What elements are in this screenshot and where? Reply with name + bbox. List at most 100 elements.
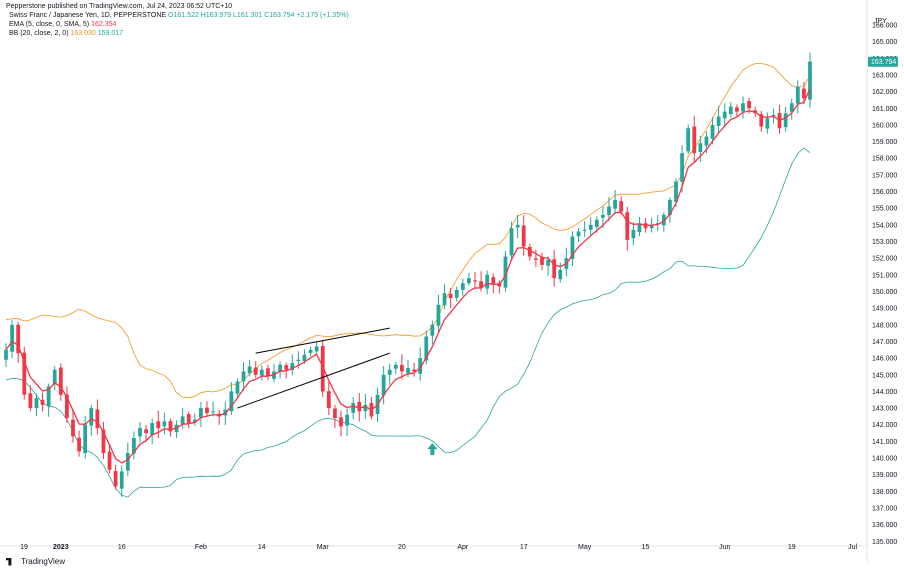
candle-body: [692, 126, 697, 154]
candle-body: [381, 374, 386, 396]
candle: [381, 366, 386, 405]
x-tick-label: Jul: [848, 544, 857, 551]
candle-body: [625, 212, 630, 240]
candle: [607, 196, 611, 222]
candle-body: [454, 289, 459, 298]
symbol-legend[interactable]: Swiss Franc / Japanese Yen, 1D, PEPPERST…: [9, 11, 349, 20]
candle: [272, 363, 276, 383]
candle-body: [722, 111, 727, 119]
symbol-name: Swiss Franc / Japanese Yen, 1D, PEPPERST…: [9, 12, 167, 19]
candle-body: [588, 224, 593, 230]
y-tick-label: 161.000: [872, 106, 897, 113]
candle: [570, 231, 575, 267]
bb-upper-line: [5, 63, 811, 399]
candle: [686, 124, 691, 154]
candle: [351, 397, 356, 420]
candle: [400, 354, 404, 380]
candle-body: [808, 61, 812, 100]
candle-body: [467, 278, 471, 284]
candle-body: [132, 438, 136, 454]
candle-body: [290, 363, 295, 371]
candle-body: [747, 101, 751, 109]
candle: [668, 197, 672, 223]
candle: [156, 410, 161, 439]
y-tick-label: 154.000: [872, 222, 897, 229]
candle: [540, 252, 544, 271]
tradingview-footer: TradingView: [6, 557, 65, 566]
candle: [412, 362, 416, 377]
candle-body: [631, 229, 636, 239]
y-tick-label: 157.000: [872, 172, 897, 179]
bb-legend[interactable]: BB (20, close, 2, 0) 163.030 159.017: [9, 29, 123, 38]
candle-body: [205, 407, 209, 414]
candle-body: [521, 225, 526, 247]
candle: [521, 215, 526, 256]
candle-body: [728, 106, 733, 115]
candle-body: [241, 371, 246, 382]
y-tick-label: 143.000: [872, 406, 897, 413]
candle: [625, 206, 630, 251]
candle: [22, 346, 27, 400]
ema-value: 162.354: [91, 21, 117, 28]
x-tick-label: May: [578, 544, 592, 551]
candle-body: [302, 354, 307, 361]
candle-body: [150, 423, 155, 435]
candle-body: [46, 386, 51, 407]
candle-body: [253, 367, 258, 375]
candle: [637, 216, 642, 236]
candle: [789, 98, 794, 120]
candle-body: [534, 258, 538, 260]
candle: [582, 221, 587, 237]
candle-body: [40, 399, 45, 405]
candle: [40, 392, 45, 412]
candle-body: [308, 349, 313, 353]
candle: [95, 399, 100, 435]
candle: [339, 410, 343, 437]
arrow-up-icon[interactable]: [427, 443, 438, 456]
candle: [266, 364, 270, 381]
candle: [588, 217, 593, 236]
candle-body: [680, 153, 684, 182]
candle: [454, 286, 459, 302]
candle: [65, 386, 69, 423]
candle-body: [406, 368, 410, 374]
ema-label: EMA (5, close, 0, SMA, 5): [9, 21, 90, 28]
candle: [150, 418, 155, 444]
bb-upper-value: 163.030: [70, 30, 96, 37]
candle-body: [558, 269, 563, 280]
candle: [692, 115, 697, 163]
candle-body: [296, 359, 301, 361]
y-tick-label: 145.000: [872, 372, 897, 379]
ema-legend[interactable]: EMA (5, close, 0, SMA, 5) 162.354: [9, 20, 116, 29]
candle: [808, 52, 812, 108]
trend-channel-lower[interactable]: [237, 352, 390, 409]
y-tick-label: 149.000: [872, 306, 897, 313]
x-tick-label: Apr: [457, 544, 469, 551]
candle: [229, 382, 234, 416]
candle-body: [107, 451, 112, 470]
candle-body: [491, 277, 496, 285]
last-price-tag: [868, 56, 898, 67]
candle-body: [28, 393, 33, 409]
candle-body: [125, 453, 130, 471]
candle-body: [418, 358, 423, 374]
candle: [290, 354, 295, 376]
y-tick-label: 155.000: [872, 206, 897, 213]
trend-channel-upper[interactable]: [255, 327, 390, 354]
candle: [619, 196, 624, 215]
candle: [205, 401, 209, 417]
candle: [345, 408, 349, 437]
y-tick-label: 162.000: [872, 89, 897, 96]
candle-body: [101, 429, 106, 454]
candle: [448, 287, 453, 309]
candle-body: [735, 107, 739, 112]
y-tick-label: 159.000: [872, 139, 897, 146]
candle-body: [199, 408, 203, 418]
currency-label: JPY: [874, 18, 887, 25]
x-tick-label: 14: [258, 544, 266, 551]
high-value: H163.979: [200, 12, 232, 19]
candle: [217, 410, 222, 425]
candle-body: [52, 369, 57, 385]
candle: [174, 420, 179, 438]
